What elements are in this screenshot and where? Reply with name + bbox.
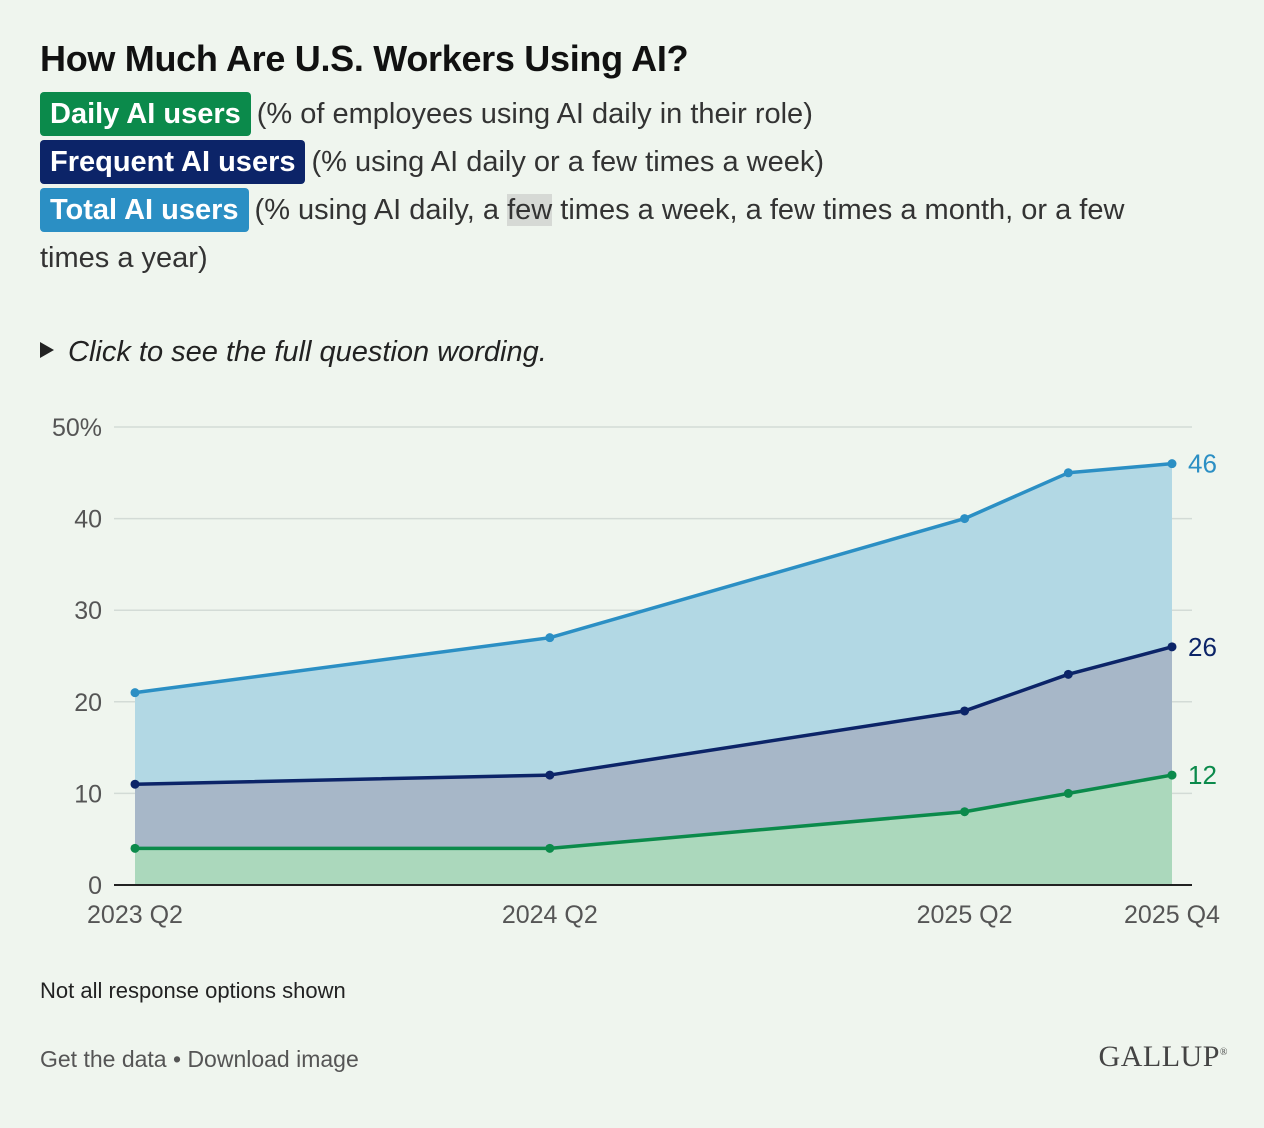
footer-links: Get the data • Download image — [40, 1046, 359, 1073]
point-daily-ai-users-4 — [1167, 770, 1177, 780]
legend-frequent-pill: Frequent AI users — [40, 140, 306, 184]
footer-separator: • — [166, 1046, 188, 1072]
point-daily-ai-users-2 — [960, 807, 970, 817]
legend-daily-desc: (% of employees using AI daily in their … — [256, 98, 813, 130]
end-label-frequent-ai-users: 26 — [1188, 632, 1217, 662]
legend-daily: Daily AI users (% of employees using AI d… — [40, 90, 813, 138]
x-tick-label-0: 2023 Q2 — [87, 901, 183, 929]
legend-frequent: Frequent AI users (% using AI daily or a … — [40, 138, 824, 186]
point-total-ai-users-3 — [1063, 468, 1073, 478]
y-tick-label-40: 40 — [74, 506, 102, 534]
area-daily-ai-users — [135, 775, 1172, 885]
point-daily-ai-users-0 — [130, 843, 140, 853]
download-image-link[interactable]: Download image — [187, 1046, 359, 1072]
area-chart: 0 10 20 30 40 50% 46 26 12 2023 Q2 2024 Q2 2025 Q2 2… — [52, 414, 1220, 929]
y-tick-label-20: 20 — [74, 689, 102, 717]
legend-total-desc-before: (% using AI daily, a — [254, 194, 508, 226]
x-tick-label-1: 2024 Q2 — [502, 901, 598, 929]
chart-note: Not all response options shown — [40, 978, 346, 1003]
y-tick-label-0: 0 — [88, 872, 102, 900]
y-tick-label-50: 50% — [52, 414, 102, 442]
legend-total-desc-highlight: few — [507, 194, 553, 226]
end-label-daily-ai-users: 12 — [1188, 760, 1217, 790]
point-frequent-ai-users-1 — [545, 770, 555, 780]
chart-title: How Much Are U.S. Workers Using AI? — [40, 38, 689, 79]
legend-frequent-desc: (% using AI daily or a few times a week) — [311, 146, 825, 178]
end-label-total-ai-users: 46 — [1188, 449, 1217, 479]
point-total-ai-users-1 — [545, 633, 555, 643]
point-daily-ai-users-1 — [545, 843, 555, 853]
question-wording-label[interactable]: Click to see the full question wording. — [68, 336, 547, 368]
disclosure-triangle-icon[interactable] — [40, 342, 54, 358]
point-total-ai-users-0 — [130, 688, 140, 698]
x-tick-label-2: 2025 Q2 — [917, 901, 1013, 929]
point-frequent-ai-users-3 — [1063, 669, 1073, 679]
y-tick-label-30: 30 — [74, 597, 102, 625]
legend-total: Total AI users (% using AI daily, a few t… — [40, 186, 1200, 282]
legend-daily-pill: Daily AI users — [40, 92, 251, 136]
point-frequent-ai-users-4 — [1167, 642, 1177, 652]
gallup-logo: GALLUP® — [1098, 1040, 1228, 1073]
point-daily-ai-users-3 — [1063, 788, 1073, 798]
x-tick-label-3: 2025 Q4 — [1124, 901, 1220, 929]
point-total-ai-users-4 — [1167, 459, 1177, 469]
point-frequent-ai-users-2 — [960, 706, 970, 716]
legend-total-pill: Total AI users — [40, 188, 249, 232]
point-total-ai-users-2 — [960, 514, 970, 524]
question-wording-toggle[interactable]: Click to see the full question wording. — [40, 336, 547, 369]
point-frequent-ai-users-0 — [130, 779, 140, 789]
legend-total-desc-after: times a week, a few times a month, or a … — [40, 194, 1125, 274]
y-tick-label-10: 10 — [74, 780, 102, 808]
get-data-link[interactable]: Get the data — [40, 1046, 167, 1072]
